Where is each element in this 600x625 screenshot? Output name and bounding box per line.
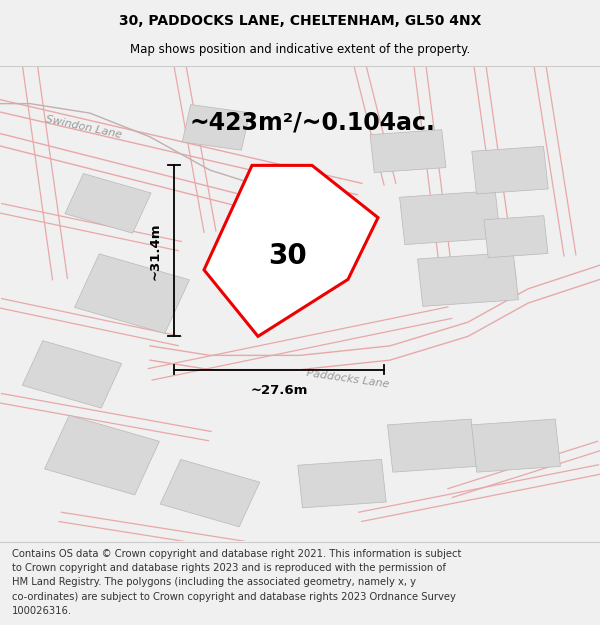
Polygon shape — [204, 166, 378, 336]
Polygon shape — [472, 419, 560, 472]
Text: ~31.4m: ~31.4m — [149, 222, 162, 279]
Text: Map shows position and indicative extent of the property.: Map shows position and indicative extent… — [130, 42, 470, 56]
Polygon shape — [418, 253, 518, 306]
Text: 30, PADDOCKS LANE, CHELTENHAM, GL50 4NX: 30, PADDOCKS LANE, CHELTENHAM, GL50 4NX — [119, 14, 481, 28]
Text: Swindon Lane: Swindon Lane — [45, 114, 123, 141]
Polygon shape — [400, 191, 500, 244]
Polygon shape — [65, 174, 151, 233]
Polygon shape — [298, 459, 386, 508]
Polygon shape — [388, 419, 476, 472]
Polygon shape — [472, 146, 548, 194]
Polygon shape — [160, 459, 260, 527]
Polygon shape — [44, 416, 160, 495]
Polygon shape — [22, 341, 122, 408]
Text: ~27.6m: ~27.6m — [250, 384, 308, 397]
Text: Contains OS data © Crown copyright and database right 2021. This information is : Contains OS data © Crown copyright and d… — [12, 549, 461, 616]
Polygon shape — [235, 241, 317, 299]
Text: Paddocks Lane: Paddocks Lane — [306, 368, 390, 390]
Polygon shape — [484, 216, 548, 258]
Polygon shape — [370, 130, 446, 173]
Text: 30: 30 — [269, 242, 307, 269]
Polygon shape — [74, 254, 190, 333]
Polygon shape — [182, 104, 250, 150]
Text: ~423m²/~0.104ac.: ~423m²/~0.104ac. — [189, 111, 435, 134]
